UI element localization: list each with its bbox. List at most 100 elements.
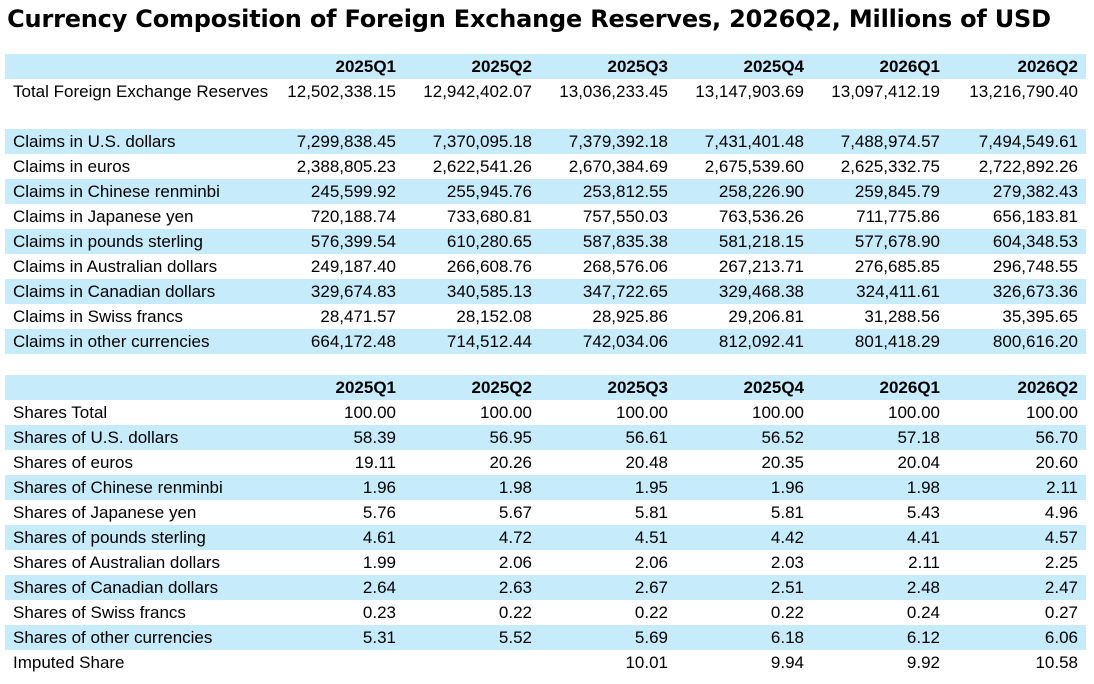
- row-label: Shares Total: [13, 403, 108, 422]
- table-cell: [277, 650, 404, 675]
- table-cell: 2.03: [770, 553, 804, 572]
- row-label: Shares of Canadian dollars: [13, 578, 219, 597]
- table-cell: 2.64: [362, 578, 396, 597]
- table-row: Claims in Australian dollars 249,187.40 26…: [5, 254, 1086, 279]
- table-cell: 28,152.08: [456, 307, 532, 326]
- table-row: Shares of Australian dollars 1.99 2.06 2.06…: [5, 550, 1086, 575]
- table-cell: 7,370,095.18: [432, 132, 532, 151]
- table-cell: 100.00: [344, 403, 396, 422]
- table-cell: 100.00: [480, 403, 532, 422]
- table-cell: 4.61: [362, 528, 396, 547]
- table-cell: 259,845.79: [854, 182, 940, 201]
- row-label: Shares of euros: [13, 453, 134, 472]
- table-cell: 245,599.92: [310, 182, 396, 201]
- table-cell: [404, 650, 540, 675]
- claims-table: 2025Q1 2025Q2 2025Q3 2025Q4 2026Q1 2026Q…: [5, 54, 1086, 354]
- table-cell: 56.61: [625, 428, 668, 447]
- table-cell: 801,418.29: [854, 332, 940, 351]
- table-row: Shares of Chinese renminbi 1.96 1.98 1.95 1.…: [5, 475, 1086, 500]
- column-header: 2026Q1: [879, 378, 941, 397]
- table-cell: 56.95: [489, 428, 532, 447]
- table-cell: 2.06: [498, 553, 532, 572]
- table-cell: 733,680.81: [446, 207, 532, 226]
- table-cell: 7,494,549.61: [978, 132, 1078, 151]
- table-cell: 2,622,541.26: [432, 157, 532, 176]
- table-cell: 5.67: [498, 503, 532, 522]
- table-cell: 20.60: [1035, 453, 1078, 472]
- table-cell: 29,206.81: [728, 307, 804, 326]
- table-cell: 1.96: [362, 478, 396, 497]
- row-label: Claims in Australian dollars: [13, 257, 218, 276]
- table-cell: 2.47: [1044, 578, 1078, 597]
- table-cell: 0.23: [362, 603, 396, 622]
- row-label: Total Foreign Exchange Reserves: [13, 82, 269, 101]
- header-blank: [5, 54, 277, 79]
- table-cell: 2,670,384.69: [568, 157, 668, 176]
- table-cell: 10.01: [625, 653, 668, 672]
- table-cell: 253,812.55: [582, 182, 668, 201]
- table-cell: 276,685.85: [854, 257, 940, 276]
- column-header: 2025Q2: [471, 57, 533, 76]
- row-label: Claims in other currencies: [13, 332, 210, 351]
- column-header: 2025Q1: [335, 378, 397, 397]
- table-row: Shares Total 100.00 100.00 100.00 100.00 100.…: [5, 400, 1086, 425]
- table-cell: 576,399.54: [310, 232, 396, 251]
- table-cell: 340,585.13: [446, 282, 532, 301]
- table-cell: 1.98: [906, 478, 940, 497]
- table-cell: 100.00: [1026, 403, 1078, 422]
- table-cell: 763,536.26: [718, 207, 804, 226]
- table-row: Total Foreign Exchange Reserves 12,502,33…: [5, 79, 1086, 129]
- table-cell: 258,226.90: [718, 182, 804, 201]
- table-row: Claims in other currencies 664,172.48 714,…: [5, 329, 1086, 354]
- table-cell: 28,925.86: [592, 307, 668, 326]
- table-cell: 2.06: [634, 553, 668, 572]
- table-cell: 326,673.36: [992, 282, 1078, 301]
- table-row: Shares of pounds sterling 4.61 4.72 4.51 4.4…: [5, 525, 1086, 550]
- table-cell: 13,097,412.19: [831, 82, 940, 101]
- table-cell: 4.42: [770, 528, 804, 547]
- claims-header-row: 2025Q1 2025Q2 2025Q3 2025Q4 2026Q1 2026Q…: [5, 54, 1086, 79]
- table-cell: 266,608.76: [446, 257, 532, 276]
- table-cell: 2.25: [1044, 553, 1078, 572]
- table-row: Claims in euros 2,388,805.23 2,622,541.26 2…: [5, 154, 1086, 179]
- table-cell: 5.31: [362, 628, 396, 647]
- table-row: Shares of euros 19.11 20.26 20.48 20.35 20.04…: [5, 450, 1086, 475]
- table-cell: 279,382.43: [992, 182, 1078, 201]
- table-row: Shares of U.S. dollars 58.39 56.95 56.61 56.…: [5, 425, 1086, 450]
- table-cell: 267,213.71: [718, 257, 804, 276]
- table-cell: 2,625,332.75: [840, 157, 940, 176]
- table-cell: 587,835.38: [582, 232, 668, 251]
- row-label: Shares of U.S. dollars: [13, 428, 179, 447]
- table-cell: 31,288.56: [864, 307, 940, 326]
- table-cell: 13,036,233.45: [559, 82, 668, 101]
- table-cell: 714,512.44: [446, 332, 532, 351]
- row-label: Shares of Swiss francs: [13, 603, 186, 622]
- table-cell: 2,388,805.23: [296, 157, 396, 176]
- table-cell: 5.81: [634, 503, 668, 522]
- table-row: Claims in Japanese yen 720,188.74 733,680.…: [5, 204, 1086, 229]
- row-label: Imputed Share: [13, 653, 125, 672]
- table-cell: 4.41: [906, 528, 940, 547]
- table-cell: 1.96: [770, 478, 804, 497]
- column-header: 2026Q2: [1017, 57, 1079, 76]
- column-header: 2025Q1: [335, 57, 397, 76]
- table-cell: 5.52: [498, 628, 532, 647]
- table-row: Claims in pounds sterling 576,399.54 610,2…: [5, 229, 1086, 254]
- row-label: Claims in Chinese renminbi: [13, 182, 220, 201]
- table-cell: 5.69: [634, 628, 668, 647]
- header-blank: [5, 375, 277, 400]
- table-cell: 4.96: [1044, 503, 1078, 522]
- table-cell: 2.51: [770, 578, 804, 597]
- table-cell: 100.00: [888, 403, 940, 422]
- table-cell: 6.12: [906, 628, 940, 647]
- table-cell: 0.27: [1044, 603, 1078, 622]
- table-cell: 720,188.74: [310, 207, 396, 226]
- table-cell: 7,299,838.45: [296, 132, 396, 151]
- table-cell: 268,576.06: [582, 257, 668, 276]
- row-label: Claims in pounds sterling: [13, 232, 203, 251]
- table-cell: 58.39: [353, 428, 396, 447]
- row-label: Claims in Japanese yen: [13, 207, 194, 226]
- table-cell: 12,502,338.15: [287, 82, 396, 101]
- table-cell: 324,411.61: [856, 282, 940, 301]
- table-cell: 296,748.55: [992, 257, 1078, 276]
